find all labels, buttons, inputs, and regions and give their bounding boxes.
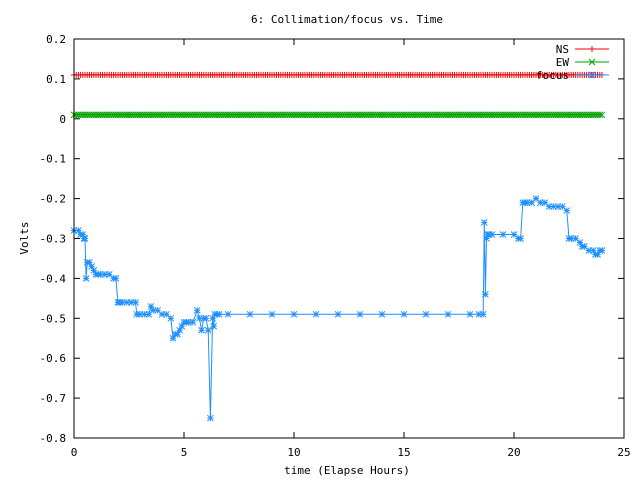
series-point-focus [444,310,452,318]
series-point-focus [598,247,606,254]
series-point-focus [290,310,298,318]
x-tick-label: 5 [181,446,188,459]
series-point-focus [482,291,489,298]
legend-marker-ns [589,46,595,52]
series-point-focus [581,243,588,250]
y-tick-label: -0.4 [40,272,67,285]
legend-label-ns: NS [556,43,569,56]
series-point-focus [215,310,223,318]
legend-label-focus: focus [536,69,569,82]
series-point-focus [334,310,342,318]
series-point-focus [112,275,120,282]
series-point-focus [488,231,496,238]
y-axis-label: Volts [18,221,31,254]
y-tick-label: -0.8 [40,432,67,445]
series-point-focus [422,310,430,318]
series-point-focus [82,275,90,282]
y-tick-label: -0.3 [40,233,67,246]
series-point-focus [480,219,488,226]
series-point-focus [466,310,474,318]
series-point-focus [499,231,507,238]
series-point-focus [167,314,175,322]
series-point-ew [598,111,606,119]
legend-marker-focus [588,71,596,79]
series-point-focus [198,326,205,334]
series-point-focus [81,235,89,242]
series-point-focus [517,235,524,242]
series-point-focus [479,310,487,318]
x-tick-label: 10 [287,446,300,459]
x-tick-label: 0 [71,446,78,459]
series-point-focus [204,326,212,334]
series-point-focus [246,310,254,318]
series-point-focus [268,310,276,318]
y-tick-label: -0.6 [40,352,67,365]
series-point-focus [132,298,139,306]
series-point-focus [356,310,364,318]
x-tick-label: 25 [617,446,630,459]
legend-marker-ew [588,58,596,66]
x-tick-label: 15 [397,446,410,459]
series-point-focus [572,235,579,242]
y-tick-label: 0.2 [46,33,66,46]
x-axis-label: time (Elapse Hours) [284,464,410,477]
series-layer [70,71,606,422]
series-point-focus [189,318,197,326]
chart-title: 6: Collimation/focus vs. Time [251,13,443,26]
axis-layer: 0 5 10 15 20 25 0.2 0.1 0 -0.1 -0.2 -0.3 -0.4 -0.5 -0.… [40,33,631,459]
series-point-focus [224,310,232,318]
series-point-ew [596,111,604,119]
y-tick-label: 0 [59,113,66,126]
series-point-focus [563,207,571,214]
x-tick-label: 20 [507,446,520,459]
series-point-focus [210,322,218,330]
y-tick-label: -0.5 [40,312,67,325]
y-tick-label: -0.2 [40,193,67,206]
series-point-focus [193,306,201,314]
series-point-focus [202,314,210,322]
y-tick-label: 0.1 [46,73,66,86]
series-point-focus [207,414,214,422]
y-tick-label: -0.1 [40,153,67,166]
series-point-focus [312,310,320,318]
y-tick-label: -0.7 [40,392,67,405]
series-point-focus [589,247,597,254]
series-point-focus [541,199,549,206]
series-point-focus [378,310,386,318]
legend-label-ew: EW [556,56,570,69]
series-point-focus [400,310,408,318]
